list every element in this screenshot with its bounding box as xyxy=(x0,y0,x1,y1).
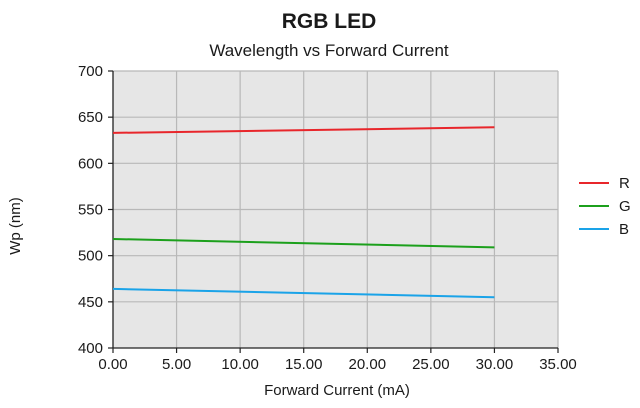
series-line-b xyxy=(112,287,495,299)
x-tick-label: 15.00 xyxy=(285,356,323,373)
x-tick-label: 30.00 xyxy=(476,356,514,373)
y-tick-label: 500 xyxy=(78,248,103,265)
legend-label-b: B xyxy=(619,221,629,238)
y-tick-label: 700 xyxy=(78,63,103,80)
y-tick-label: 400 xyxy=(78,340,103,357)
x-tick-label: 20.00 xyxy=(349,356,387,373)
y-axis-label: Wp (nm) xyxy=(7,197,24,255)
x-tick-label: 5.00 xyxy=(162,356,191,373)
chart-subtitle: Wavelength vs Forward Current xyxy=(209,41,449,60)
x-tick-label: 10.00 xyxy=(221,356,259,373)
y-tick-label: 450 xyxy=(78,294,103,311)
plot-area: 400 450 500 550 600 650 700 0.00 5.00 10.00 15.00 2… xyxy=(78,63,577,373)
y-tick-label: 650 xyxy=(78,109,103,126)
x-axis-label: Forward Current (mA) xyxy=(264,382,410,399)
series-line-g xyxy=(112,238,495,249)
y-tick-label: 550 xyxy=(78,202,103,219)
legend-label-r: R xyxy=(619,175,630,192)
x-tick-label: 25.00 xyxy=(412,356,450,373)
x-tick-label: 0.00 xyxy=(98,356,127,373)
legend: RGB xyxy=(579,175,631,238)
legend-label-g: G xyxy=(619,198,631,215)
y-tick-label: 600 xyxy=(78,155,103,172)
series-line-r xyxy=(112,126,495,134)
chart-title: RGB LED xyxy=(282,10,377,33)
x-tick-label: 35.00 xyxy=(539,356,577,373)
